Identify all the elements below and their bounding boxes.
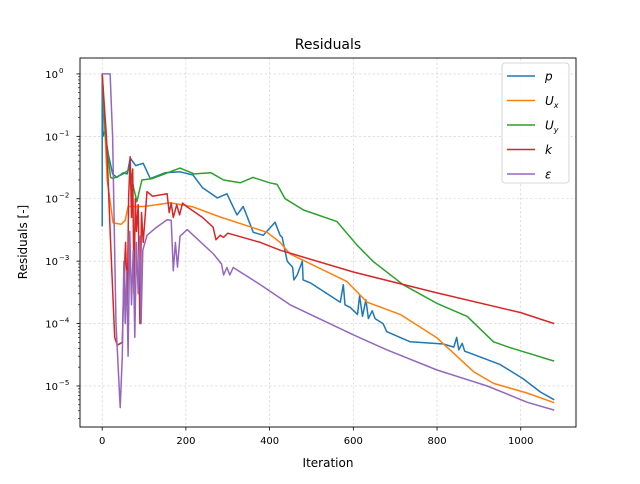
chart-title: Residuals: [295, 37, 361, 53]
y-tick-exponent: −3: [59, 254, 69, 262]
y-tick-exponent: −2: [59, 192, 69, 200]
x-tick-label: 800: [427, 436, 446, 447]
x-tick-label: 0: [99, 436, 105, 447]
y-tick-exponent: −5: [59, 379, 69, 387]
x-tick-label: 1000: [508, 436, 533, 447]
y-tick-label: 10: [45, 382, 58, 393]
y-tick-exponent: −1: [59, 129, 69, 137]
series-line-k: [101, 73, 555, 346]
legend-label: ε: [545, 168, 552, 182]
plot-area: [101, 73, 555, 411]
legend-label: k: [545, 143, 553, 157]
x-tick-label: 600: [344, 436, 363, 447]
y-tick-exponent: −4: [59, 317, 70, 325]
x-tick-label: 400: [260, 436, 279, 447]
y-tick-label: 10: [45, 70, 58, 81]
series-line-: [102, 73, 555, 411]
series-line-p: [101, 73, 555, 401]
y-tick-exponent: 0: [59, 67, 63, 75]
legend-box: [501, 62, 570, 184]
y-tick-label: 10: [45, 257, 58, 268]
y-tick-label: 10: [45, 132, 58, 143]
x-axis-label: Iteration: [303, 456, 354, 470]
series-line-Ux: [101, 73, 555, 404]
y-axis-label: Residuals [-]: [16, 205, 30, 279]
x-tick-label: 200: [176, 436, 195, 447]
y-tick-label: 10: [45, 320, 58, 331]
legend-label: p: [544, 70, 553, 84]
y-tick-label: 10: [45, 195, 58, 206]
